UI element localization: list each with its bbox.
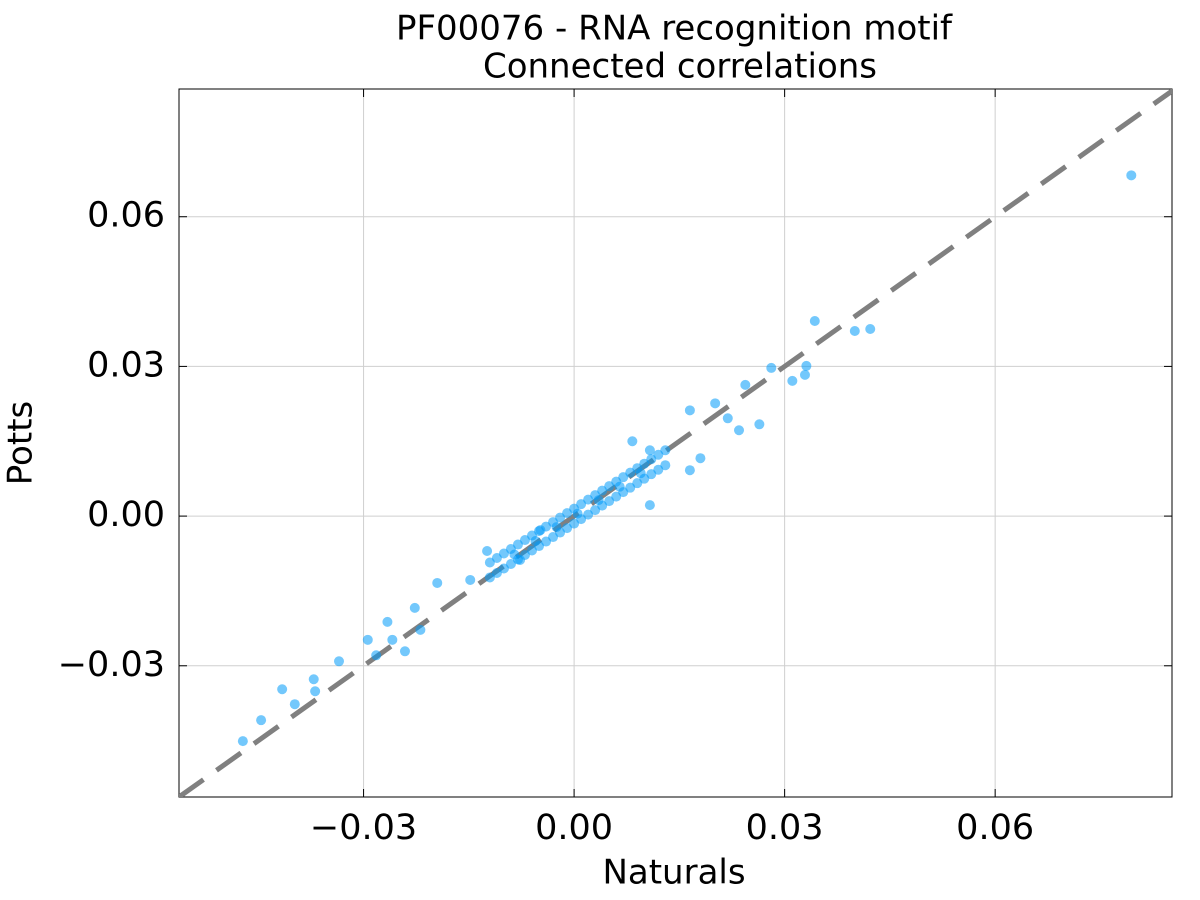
y-tick-label: 0.03 xyxy=(87,345,165,385)
point xyxy=(237,736,248,747)
point xyxy=(362,634,373,645)
plot-frame xyxy=(178,88,1173,798)
point xyxy=(399,646,410,657)
point xyxy=(465,574,476,585)
point xyxy=(644,500,655,511)
point xyxy=(1126,170,1137,181)
point xyxy=(614,481,625,492)
x-tick-label: 0.03 xyxy=(746,808,824,848)
point xyxy=(695,453,706,464)
point xyxy=(734,425,745,436)
point xyxy=(635,468,646,479)
y-tick-label: −0.03 xyxy=(58,645,165,685)
point xyxy=(684,465,695,476)
point xyxy=(660,445,671,456)
point xyxy=(387,634,398,645)
x-tick-label: −0.03 xyxy=(310,808,417,848)
point xyxy=(371,650,382,661)
point xyxy=(509,549,520,560)
x-tick-label: 0.00 xyxy=(535,808,613,848)
point xyxy=(754,419,765,430)
x-tick-label: 0.06 xyxy=(956,808,1034,848)
point xyxy=(593,495,604,506)
plot-area xyxy=(179,89,1172,797)
chart-subtitle: Connected correlations xyxy=(483,47,877,87)
point xyxy=(334,656,345,667)
point xyxy=(740,379,751,390)
point xyxy=(572,508,583,519)
point xyxy=(277,684,288,695)
point xyxy=(644,445,655,456)
point xyxy=(308,674,319,685)
point xyxy=(415,624,426,635)
point xyxy=(627,436,638,447)
point xyxy=(432,577,443,588)
point xyxy=(382,616,393,627)
point xyxy=(551,522,562,533)
point xyxy=(722,413,733,424)
y-tick-label: 0.00 xyxy=(87,495,165,535)
point xyxy=(310,686,321,697)
point xyxy=(809,316,820,327)
point xyxy=(801,360,812,371)
reference-line xyxy=(179,89,1172,797)
point xyxy=(787,375,798,386)
chart-title: PF00076 - RNA recognition motif xyxy=(396,9,953,49)
point xyxy=(409,602,420,613)
point xyxy=(530,536,541,547)
point xyxy=(289,699,300,710)
y-tick-label: 0.06 xyxy=(87,196,165,236)
point xyxy=(684,405,695,416)
point xyxy=(482,546,493,557)
point xyxy=(849,325,860,336)
x-axis-label: Naturals xyxy=(602,853,745,893)
y-axis-label: Potts xyxy=(1,401,41,485)
point xyxy=(710,398,721,409)
point xyxy=(766,362,777,373)
point xyxy=(865,323,876,334)
point xyxy=(799,369,810,380)
point xyxy=(660,460,671,471)
point xyxy=(256,715,267,726)
